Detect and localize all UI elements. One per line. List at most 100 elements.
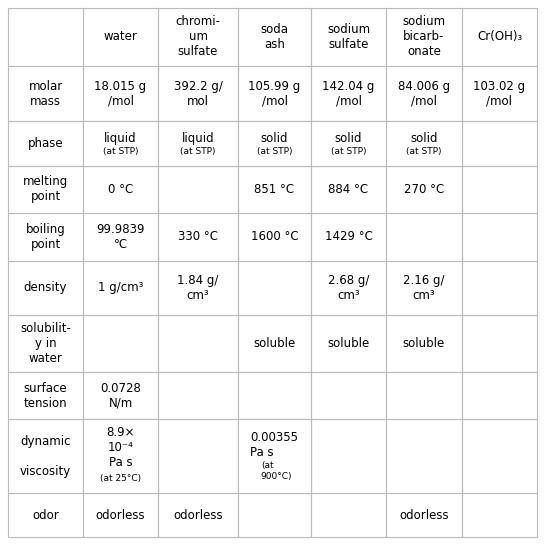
Text: 0 °C: 0 °C bbox=[108, 183, 133, 196]
Text: 884 °C: 884 °C bbox=[329, 183, 368, 196]
Bar bbox=[386, 166, 462, 213]
Text: (at 25°C): (at 25°C) bbox=[100, 474, 141, 483]
Text: solid: solid bbox=[410, 132, 438, 145]
Bar bbox=[158, 8, 238, 65]
Bar bbox=[158, 122, 238, 166]
Text: (at STP): (at STP) bbox=[180, 147, 216, 156]
Bar bbox=[158, 261, 238, 315]
Bar bbox=[311, 372, 386, 419]
Bar bbox=[238, 166, 311, 213]
Text: 270 °C: 270 °C bbox=[404, 183, 444, 196]
Text: (at STP): (at STP) bbox=[331, 131, 366, 140]
Bar bbox=[83, 493, 158, 537]
Bar bbox=[8, 261, 83, 315]
Bar bbox=[8, 493, 83, 537]
Text: 142.04 g
/mol: 142.04 g /mol bbox=[322, 80, 375, 107]
Bar bbox=[8, 419, 83, 493]
Text: soluble: soluble bbox=[328, 337, 370, 350]
Text: liquid: liquid bbox=[181, 135, 214, 148]
Bar bbox=[83, 372, 158, 419]
Bar bbox=[158, 65, 238, 122]
Text: 18.015 g
/mol: 18.015 g /mol bbox=[94, 80, 147, 107]
Bar bbox=[311, 315, 386, 372]
Bar bbox=[238, 213, 311, 261]
Bar bbox=[462, 166, 537, 213]
Bar bbox=[386, 213, 462, 261]
Bar bbox=[238, 122, 311, 166]
Text: (at STP): (at STP) bbox=[257, 131, 292, 140]
Bar bbox=[386, 8, 462, 65]
Text: 105.99 g
/mol: 105.99 g /mol bbox=[249, 80, 301, 107]
Text: (at
900°C): (at 900°C) bbox=[259, 428, 290, 447]
Bar bbox=[158, 493, 238, 537]
Bar bbox=[83, 122, 158, 166]
Text: 103.02 g
/mol: 103.02 g /mol bbox=[474, 80, 525, 107]
Bar bbox=[83, 419, 158, 493]
Text: (at STP): (at STP) bbox=[103, 131, 138, 140]
Bar bbox=[386, 65, 462, 122]
Text: (at STP): (at STP) bbox=[180, 131, 216, 140]
Bar bbox=[158, 213, 238, 261]
Text: boiling
point: boiling point bbox=[26, 223, 65, 251]
Bar bbox=[238, 419, 311, 493]
Text: odorless: odorless bbox=[173, 508, 223, 522]
Bar bbox=[386, 419, 462, 493]
Bar bbox=[8, 166, 83, 213]
Bar bbox=[8, 122, 83, 166]
Text: solid: solid bbox=[335, 135, 362, 148]
Bar bbox=[311, 122, 386, 166]
Text: odorless: odorless bbox=[399, 508, 449, 522]
Bar bbox=[462, 65, 537, 122]
Text: soluble: soluble bbox=[403, 337, 445, 350]
Bar bbox=[238, 315, 311, 372]
Text: liquid: liquid bbox=[181, 132, 214, 145]
Bar bbox=[238, 372, 311, 419]
Bar bbox=[462, 213, 537, 261]
Bar bbox=[386, 315, 462, 372]
Bar bbox=[158, 372, 238, 419]
Bar bbox=[311, 122, 386, 166]
Bar bbox=[311, 65, 386, 122]
Text: 392.2 g/
mol: 392.2 g/ mol bbox=[173, 80, 222, 107]
Text: (at 25°C): (at 25°C) bbox=[100, 428, 141, 437]
Text: melting
point: melting point bbox=[23, 175, 68, 203]
Text: (at STP): (at STP) bbox=[257, 147, 292, 156]
Bar bbox=[238, 419, 311, 493]
Text: solid: solid bbox=[261, 135, 288, 148]
Bar bbox=[83, 261, 158, 315]
Text: sodium
sulfate: sodium sulfate bbox=[327, 23, 370, 51]
Text: 0.00355
Pa s: 0.00355 Pa s bbox=[251, 431, 299, 459]
Bar bbox=[83, 419, 158, 493]
Bar bbox=[8, 315, 83, 372]
Bar bbox=[238, 8, 311, 65]
Bar bbox=[83, 315, 158, 372]
Bar bbox=[83, 166, 158, 213]
Bar bbox=[386, 122, 462, 166]
Bar bbox=[386, 122, 462, 166]
Text: 1600 °C: 1600 °C bbox=[251, 230, 298, 243]
Text: 99.9839
°C: 99.9839 °C bbox=[96, 223, 145, 251]
Text: density: density bbox=[24, 281, 67, 294]
Text: 1429 °C: 1429 °C bbox=[325, 230, 372, 243]
Bar bbox=[8, 213, 83, 261]
Bar bbox=[238, 261, 311, 315]
Text: 330 °C: 330 °C bbox=[178, 230, 218, 243]
Text: 2.16 g/
cm³: 2.16 g/ cm³ bbox=[403, 274, 445, 302]
Bar bbox=[83, 65, 158, 122]
Bar bbox=[462, 122, 537, 166]
Bar bbox=[386, 261, 462, 315]
Text: solid: solid bbox=[410, 135, 438, 148]
Bar bbox=[462, 493, 537, 537]
Bar bbox=[158, 122, 238, 166]
Bar bbox=[462, 315, 537, 372]
Bar bbox=[83, 213, 158, 261]
Bar bbox=[462, 261, 537, 315]
Text: liquid: liquid bbox=[104, 132, 137, 145]
Text: 0.0728
N/m: 0.0728 N/m bbox=[100, 382, 141, 410]
Bar bbox=[311, 213, 386, 261]
Bar bbox=[158, 166, 238, 213]
Bar bbox=[311, 8, 386, 65]
Text: solid: solid bbox=[261, 132, 288, 145]
Text: (at STP): (at STP) bbox=[406, 147, 442, 156]
Bar bbox=[462, 8, 537, 65]
